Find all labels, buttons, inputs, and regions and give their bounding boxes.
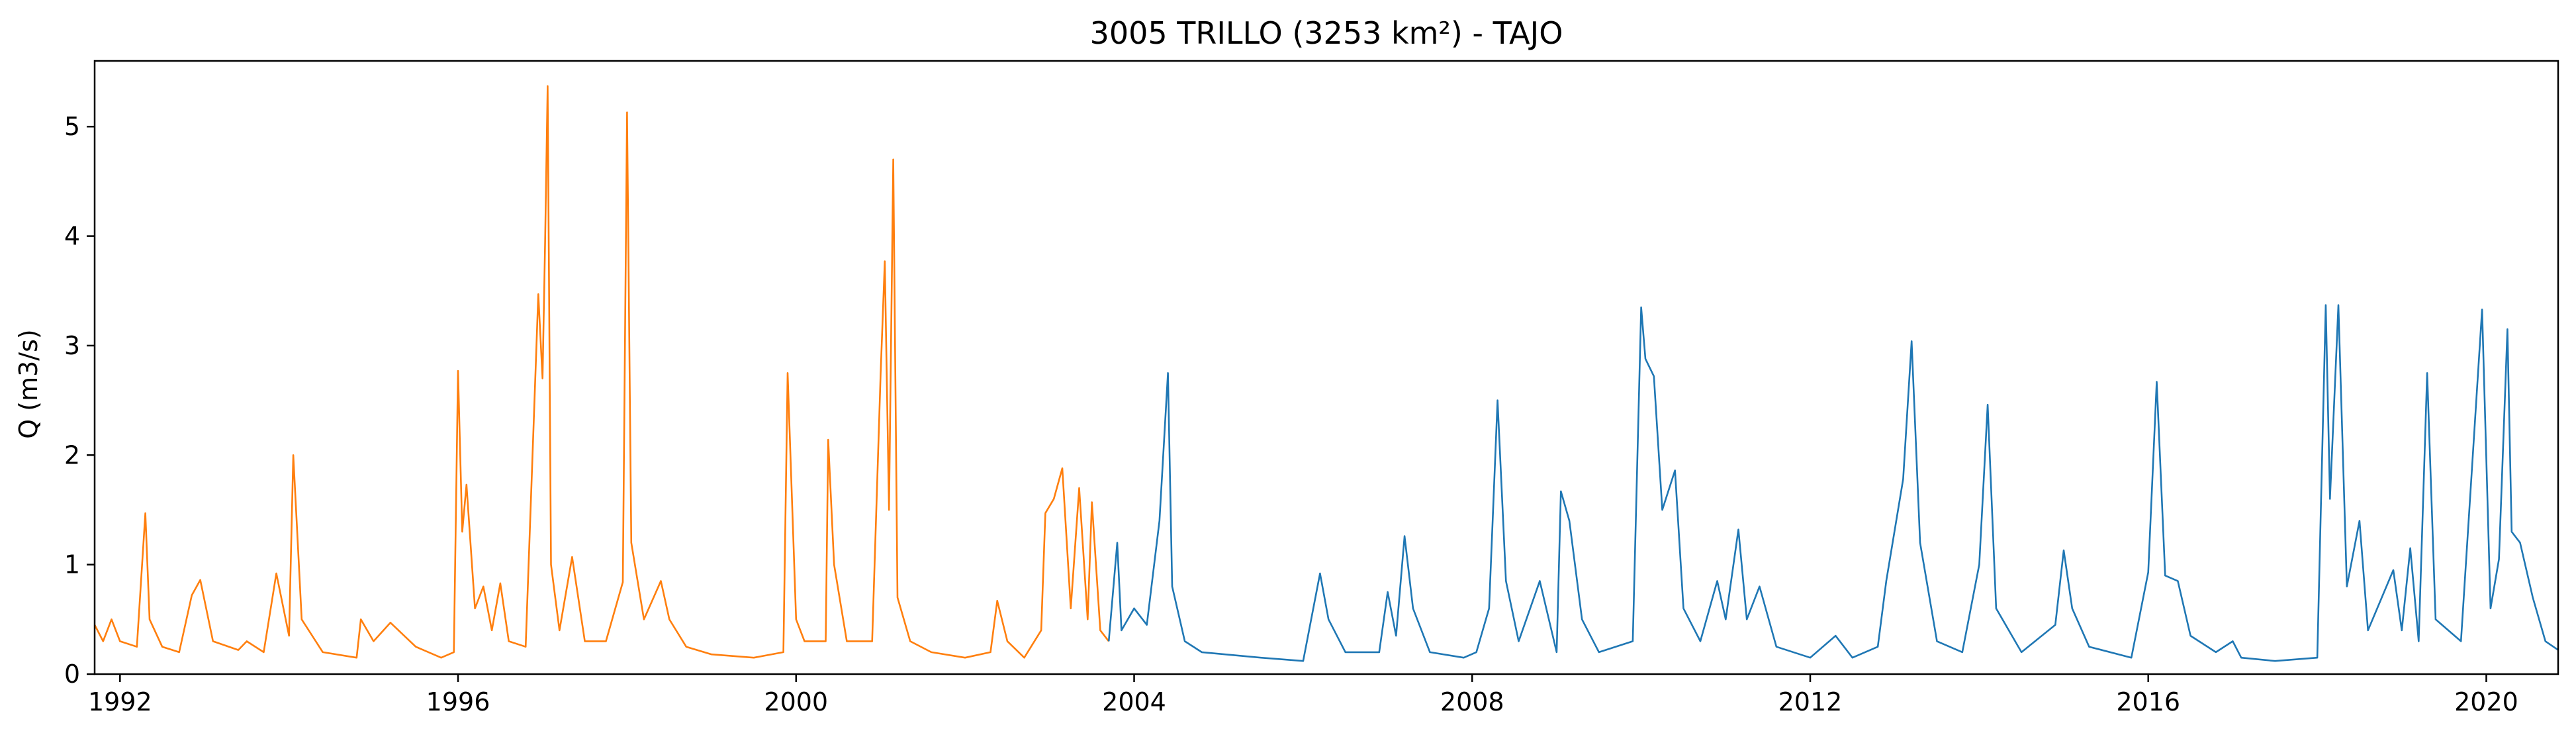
x-tick-label: 2020: [2454, 687, 2518, 716]
series-line-1: [95, 86, 1109, 658]
plot-area: [95, 86, 2558, 661]
y-axis-label: Q (m3/s): [14, 329, 43, 438]
series-line-2: [1109, 305, 2558, 662]
x-tick-label: 1992: [88, 687, 152, 716]
x-tick-label: 2004: [1102, 687, 1166, 716]
y-tick-label: 2: [64, 440, 80, 469]
x-tick-label: 2012: [1778, 687, 1843, 716]
y-tick-label: 5: [64, 112, 80, 141]
plot-frame: [95, 61, 2558, 674]
y-tick-label: 4: [64, 222, 80, 251]
x-tick-label: 2008: [1440, 687, 1504, 716]
y-tick-label: 1: [64, 550, 80, 579]
x-tick-label: 1996: [426, 687, 490, 716]
x-axis: 1992 1996 2000 2004 2008 2012 2016 2020: [88, 674, 2518, 716]
chart-title: 3005 TRILLO (3253 km²) - TAJO: [1090, 15, 1563, 51]
y-tick-label: 3: [64, 331, 80, 360]
y-axis: 0 1 2 3 4 5: [64, 112, 95, 689]
y-tick-label: 0: [64, 660, 80, 689]
x-tick-label: 2016: [2116, 687, 2180, 716]
x-tick-label: 2000: [764, 687, 828, 716]
